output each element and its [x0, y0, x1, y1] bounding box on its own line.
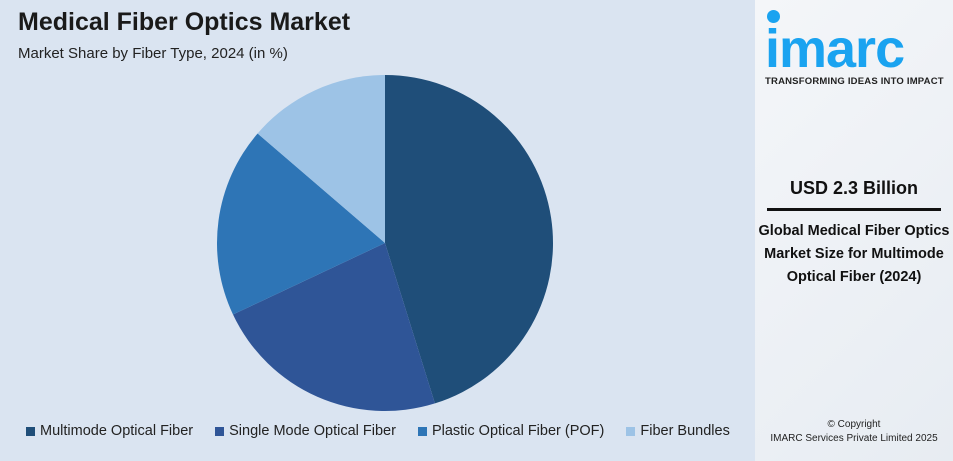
legend-item: Plastic Optical Fiber (POF) [417, 423, 605, 439]
legend-label: Multimode Optical Fiber [40, 423, 194, 439]
pie-slice-fiber-bundles [257, 75, 385, 243]
pie-chart [216, 75, 553, 411]
legend-item: Single Mode Optical Fiber [215, 423, 396, 439]
legend-swatch [417, 426, 427, 436]
legend-label: Single Mode Optical Fiber [229, 423, 396, 439]
legend-item: Fiber Bundles [626, 423, 730, 439]
legend-item: Multimode Optical Fiber [26, 423, 193, 439]
divider [767, 208, 941, 211]
legend-label: Plastic Optical Fiber (POF) [431, 423, 605, 439]
pie-slice-plastic-optical-fiber-pof [216, 133, 385, 315]
company-name: IMARC Services Private Limited 2025 [770, 433, 938, 444]
market-description: Global Medical Fiber Optics Market Size … [758, 223, 950, 285]
chart-title: Medical Fiber Optics Market [18, 8, 351, 36]
legend: Multimode Optical Fiber Single Mode Optic… [26, 423, 752, 439]
copyright: © Copyright IMARC Services Private Limit… [755, 418, 953, 446]
pie-slice-multimode-optical-fiber [385, 75, 553, 404]
market-value: USD 2.3 Billion [789, 178, 919, 198]
legend-swatch [626, 426, 636, 436]
chart-subtitle: Market Share by Fiber Type, 2024 (in %) [18, 45, 288, 62]
logo-dot [767, 10, 780, 23]
legend-label: Fiber Bundles [640, 423, 730, 439]
info-panel: imarc TRANSFORMING IDEAS INTO IMPACT USD… [755, 0, 953, 461]
logo-tagline: TRANSFORMING IDEAS INTO IMPACT [765, 76, 944, 87]
copyright-label: © Copyright [827, 419, 881, 430]
legend-swatch [26, 426, 35, 436]
legend-swatch [215, 426, 225, 436]
imarc-logo: imarc [765, 19, 905, 79]
pie-slice-single-mode-optical-fiber [232, 243, 435, 411]
